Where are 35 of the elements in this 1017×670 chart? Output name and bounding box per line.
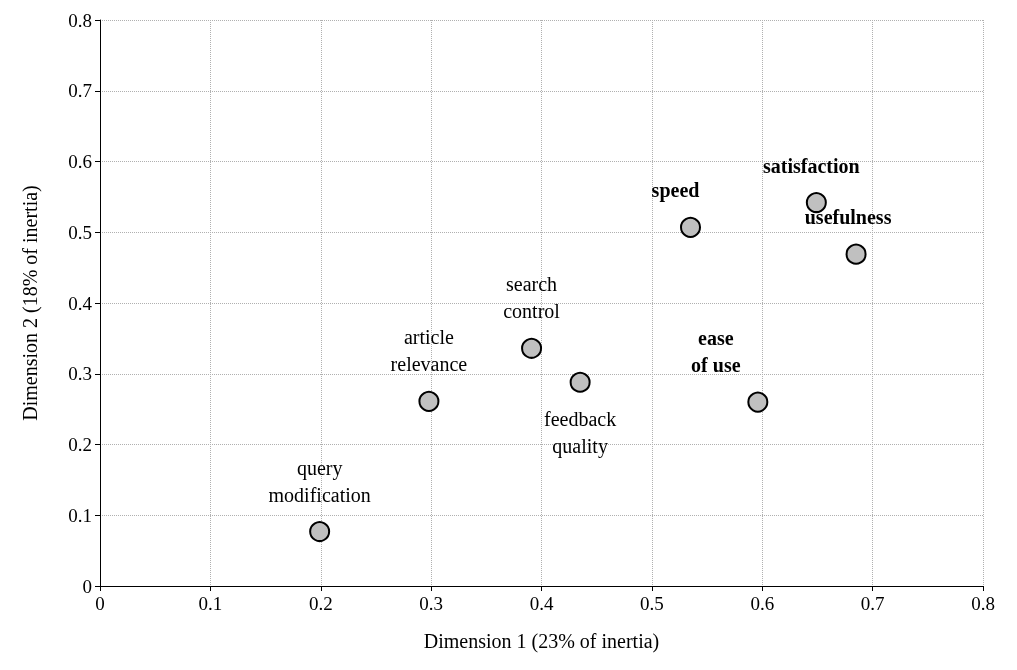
y-tick-label: 0.7 xyxy=(68,80,92,102)
y-tick-label: 0.2 xyxy=(68,434,92,455)
point xyxy=(418,390,440,412)
data-label: ease of use xyxy=(691,327,741,377)
x-tick-label: 0.5 xyxy=(640,593,664,614)
x-tick-label: 0.2 xyxy=(308,593,333,614)
x-tick-label: 0.4 xyxy=(529,593,554,614)
x-axis-title: Dimension 1 (23% of inertia) xyxy=(423,630,660,653)
data-label: satisfaction xyxy=(763,154,860,177)
data-label: search control xyxy=(503,273,561,323)
point xyxy=(569,371,591,393)
data-label: speed xyxy=(651,179,700,203)
x-tick-label: 0.1 xyxy=(198,593,223,614)
y-tick-label: 0.8 xyxy=(68,9,92,31)
point xyxy=(747,391,769,413)
data-label: usefulness xyxy=(804,206,892,229)
x-tick-label: 0.7 xyxy=(860,593,885,614)
point xyxy=(309,521,331,543)
data-label: article relevance xyxy=(390,326,468,376)
y-tick-label: 0.1 xyxy=(68,504,92,526)
point xyxy=(845,243,867,265)
y-tick-label: 0.3 xyxy=(68,363,92,385)
data-label: feedback quality xyxy=(544,408,617,459)
y-tick-label: 0.5 xyxy=(68,221,92,243)
y-axis-title: Dimension 2 (18% of inertia) xyxy=(19,185,42,421)
y-tick-label: 0.4 xyxy=(68,292,93,314)
x-tick-label: 0.3 xyxy=(419,593,443,614)
x-tick-label: 0.8 xyxy=(971,593,995,614)
y-tick-label: 0 xyxy=(82,575,92,597)
x-tick-label: 0 xyxy=(95,593,105,614)
data-label: query modification xyxy=(268,456,371,506)
x-tick-label: 0.6 xyxy=(750,593,775,614)
y-tick-label: 0.6 xyxy=(68,151,92,172)
point xyxy=(680,216,702,238)
point xyxy=(521,337,543,359)
